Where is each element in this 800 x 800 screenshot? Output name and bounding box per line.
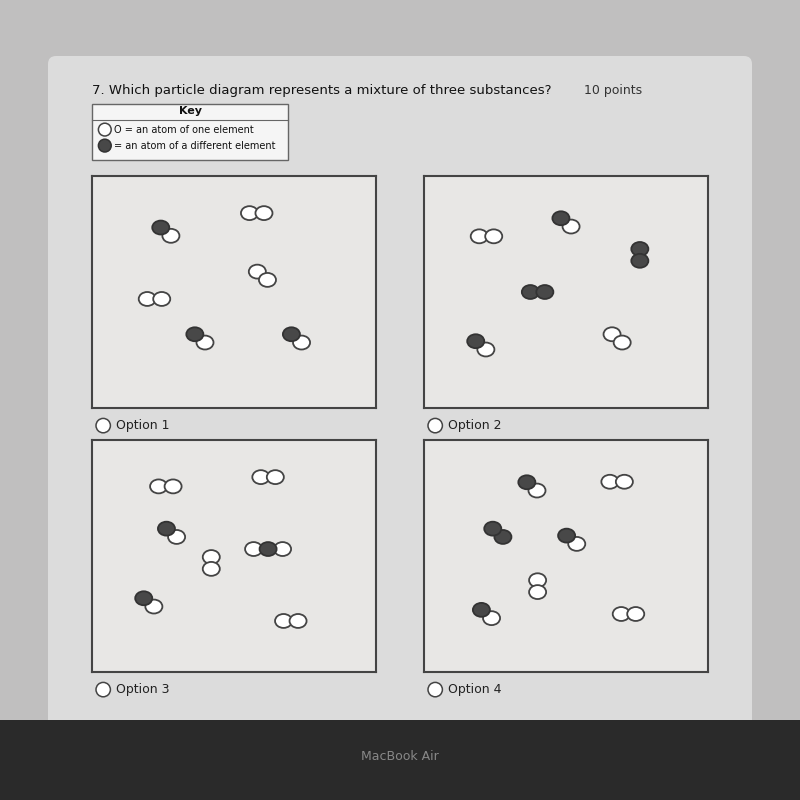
Circle shape [293,335,310,350]
Text: Option 3: Option 3 [116,683,170,696]
Circle shape [486,230,502,243]
Circle shape [255,206,273,220]
Circle shape [290,614,306,628]
Circle shape [168,530,185,544]
Circle shape [484,522,502,536]
Circle shape [529,574,546,587]
Text: Key: Key [178,106,202,116]
Circle shape [616,475,633,489]
Circle shape [614,335,630,350]
Circle shape [135,591,152,606]
Circle shape [529,585,546,599]
Circle shape [603,327,621,342]
Circle shape [631,254,648,268]
Circle shape [283,327,300,342]
Circle shape [470,230,488,243]
Circle shape [274,542,291,556]
Circle shape [158,522,175,536]
Circle shape [150,479,167,494]
Circle shape [146,599,162,614]
Text: MacBook Air: MacBook Air [361,750,439,762]
Circle shape [562,219,579,234]
Circle shape [154,292,170,306]
Circle shape [522,285,539,299]
Circle shape [558,529,575,542]
Text: = an atom of a different element: = an atom of a different element [114,141,276,150]
Circle shape [249,265,266,278]
Circle shape [162,229,179,242]
Circle shape [518,475,535,490]
Circle shape [467,334,484,348]
Circle shape [553,211,570,226]
Circle shape [627,607,644,621]
Circle shape [275,614,292,628]
Circle shape [202,550,220,564]
Circle shape [473,603,490,617]
Circle shape [152,221,170,234]
Circle shape [259,542,277,556]
Circle shape [494,530,511,544]
Circle shape [529,483,546,498]
Circle shape [483,611,500,625]
Circle shape [202,562,220,576]
Circle shape [536,285,554,299]
Circle shape [568,537,586,551]
Circle shape [613,607,630,621]
Text: 7. Which particle diagram represents a mixture of three substances?: 7. Which particle diagram represents a m… [92,84,551,97]
Circle shape [259,273,276,287]
Circle shape [197,335,214,350]
Circle shape [478,342,494,357]
Circle shape [241,206,258,220]
Text: Option 2: Option 2 [448,419,502,432]
Text: 10 points: 10 points [584,84,642,97]
Text: O = an atom of one element: O = an atom of one element [114,125,254,134]
Circle shape [245,542,262,556]
Circle shape [138,292,156,306]
Circle shape [252,470,270,484]
Circle shape [186,327,203,342]
Circle shape [165,479,182,494]
Circle shape [602,475,618,489]
Circle shape [267,470,284,484]
Text: Option 1: Option 1 [116,419,170,432]
Text: Option 4: Option 4 [448,683,502,696]
Circle shape [631,242,648,256]
